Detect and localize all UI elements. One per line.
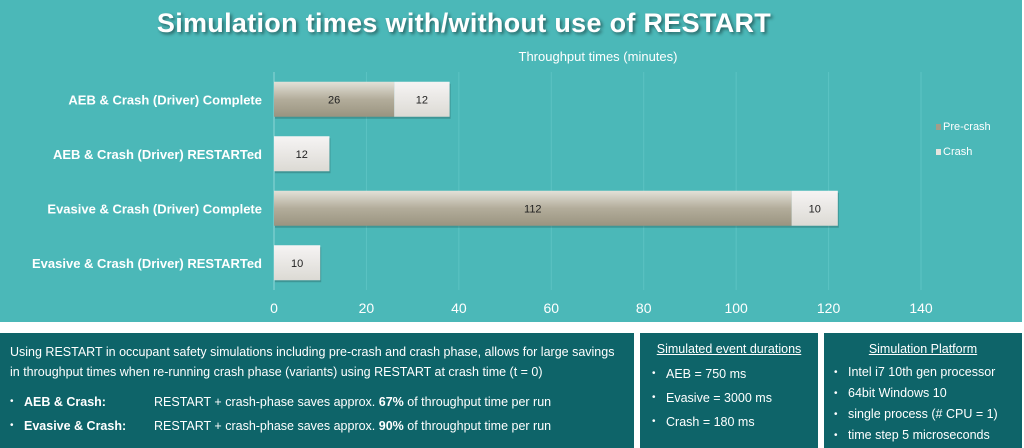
platform-item: time step 5 microseconds xyxy=(834,425,1012,446)
data-label: 26 xyxy=(328,94,340,106)
summary-intro: Using RESTART in occupant safety simulat… xyxy=(10,345,615,379)
bar-crash xyxy=(274,245,321,281)
data-label: 12 xyxy=(296,149,308,161)
bar-crash xyxy=(791,190,838,226)
platform-item: Intel i7 10th gen processor xyxy=(834,362,1012,383)
platform-item: single process (# CPU = 1) xyxy=(834,404,1012,425)
x-tick-label: 140 xyxy=(909,300,933,316)
summary-item: AEB & Crash:RESTART + crash-phase saves … xyxy=(10,390,624,414)
data-label: 12 xyxy=(416,94,428,106)
chart-panel: Simulation times with/without use of RES… xyxy=(0,0,1022,322)
x-tick-label: 100 xyxy=(724,300,748,316)
data-label: 10 xyxy=(809,203,821,215)
platform-heading: Simulation Platform xyxy=(868,342,978,356)
chart-subtitle: Throughput times (minutes) xyxy=(518,49,678,64)
bar-crash xyxy=(274,136,330,172)
category-label: AEB & Crash (Driver) Complete xyxy=(68,92,262,107)
duration-item: Crash = 180 ms xyxy=(652,410,806,434)
x-tick-label: 0 xyxy=(270,300,278,316)
x-tick-label: 60 xyxy=(543,300,559,316)
category-label: Evasive & Crash (Driver) RESTARTed xyxy=(32,256,262,271)
data-label: 112 xyxy=(524,203,542,215)
bar-chart: 0 20 40 60 80 100 120 140 AEB & Crash (Driver) C… xyxy=(32,72,991,316)
duration-item: AEB = 750 ms xyxy=(652,362,806,386)
bar-pre-crash xyxy=(274,81,395,117)
category-label: AEB & Crash (Driver) RESTARTed xyxy=(53,147,262,162)
platform-panel: Simulation Platform Intel i7 10th gen pr… xyxy=(824,333,1022,448)
durations-panel: Simulated event durations AEB = 750 ms E… xyxy=(640,333,818,448)
category-label: Evasive & Crash (Driver) Complete xyxy=(47,201,262,216)
chart-title: Simulation times with/without use of RES… xyxy=(156,8,772,38)
data-label: 10 xyxy=(291,258,303,270)
legend-swatch xyxy=(936,124,941,130)
summary-item: Evasive & Crash:RESTART + crash-phase sa… xyxy=(10,414,624,438)
duration-item: Evasive = 3000 ms xyxy=(652,386,806,410)
platform-item: 64bit Windows 10 xyxy=(834,383,1012,404)
x-tick-label: 40 xyxy=(451,300,467,316)
durations-heading: Simulated event durations xyxy=(656,342,802,356)
legend-label: Crash xyxy=(943,146,972,158)
bar-pre-crash xyxy=(274,190,792,226)
bar-crash xyxy=(394,81,450,117)
summary-panel: Using RESTART in occupant safety simulat… xyxy=(0,333,634,448)
legend-swatch xyxy=(936,149,941,155)
x-tick-label: 80 xyxy=(636,300,652,316)
x-tick-label: 120 xyxy=(817,300,841,316)
legend-label: Pre-crash xyxy=(943,121,991,133)
x-tick-label: 20 xyxy=(359,300,375,316)
